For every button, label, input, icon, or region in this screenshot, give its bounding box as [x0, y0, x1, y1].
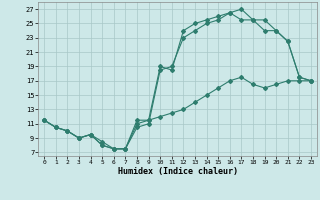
X-axis label: Humidex (Indice chaleur): Humidex (Indice chaleur)	[118, 167, 238, 176]
